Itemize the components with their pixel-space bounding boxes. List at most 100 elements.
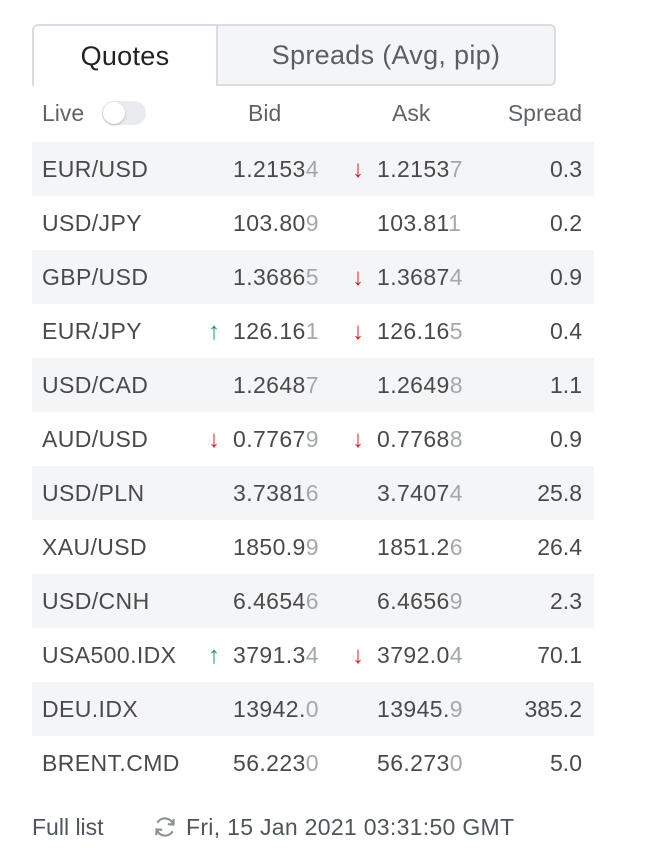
arrow-down-icon: ↓ (352, 264, 365, 291)
spread-cell: 0.9 (550, 264, 582, 290)
arrow-down-icon: ↓ (352, 426, 365, 453)
ask-cell[interactable]: 126.165 (377, 318, 463, 345)
table-row[interactable]: USD/PLN 3.73816 3.74074 25.8 (32, 466, 594, 520)
ask-price-last-digit: 4 (449, 642, 463, 668)
spread-cell: 25.8 (537, 480, 582, 506)
ask-column-header: Ask (392, 100, 431, 126)
table-row[interactable]: DEU.IDX 13942.0 13945.9 385.2 (32, 682, 594, 736)
ask-price-last-digit: 5 (449, 318, 463, 344)
bid-cell[interactable]: 56.2230 (233, 750, 319, 777)
ask-cell[interactable]: 56.2730 (377, 750, 463, 777)
bid-cell[interactable]: 1.36865 (233, 264, 319, 291)
bid-cell[interactable]: 13942.0 (233, 696, 319, 723)
table-row[interactable]: USA500.IDX ↑ 3791.34 ↓ 3792.04 70.1 (32, 628, 594, 682)
live-label: Live (42, 100, 85, 126)
spread-cell: 1.1 (550, 372, 582, 398)
ask-cell[interactable]: 0.77688 (377, 426, 463, 453)
ask-price-last-digit: 9 (449, 588, 463, 614)
table-row[interactable]: EUR/USD 1.21534 ↓ 1.21537 0.3 (32, 142, 594, 196)
bid-price-last-digit: 9 (305, 426, 319, 452)
ask-cell[interactable]: 1.36874 (377, 264, 463, 291)
spread-cell: 70.1 (537, 642, 582, 668)
table-row[interactable]: AUD/USD ↓ 0.77679 ↓ 0.77688 0.9 (32, 412, 594, 466)
live-toggle[interactable] (102, 101, 146, 125)
spread-cell: 2.3 (550, 588, 582, 614)
bid-price-main: 56.223 (233, 750, 306, 776)
bid-price-last-digit: 5 (305, 264, 319, 290)
ask-cell[interactable]: 3792.04 (377, 642, 463, 669)
ask-cell[interactable]: 1.21537 (377, 156, 463, 183)
ask-cell[interactable]: 1851.26 (377, 534, 463, 561)
ask-cell[interactable]: 103.811 (377, 210, 461, 237)
refresh-icon[interactable] (152, 814, 178, 840)
bid-price-last-digit: 6 (305, 480, 319, 506)
bid-cell[interactable]: 6.46546 (233, 588, 319, 615)
ask-price-last-digit: 4 (449, 264, 463, 290)
table-row[interactable]: GBP/USD 1.36865 ↓ 1.36874 0.9 (32, 250, 594, 304)
table-row[interactable]: USD/JPY 103.809 103.811 0.2 (32, 196, 594, 250)
symbol-cell: BRENT.CMD (42, 750, 180, 776)
arrow-up-icon: ↑ (208, 642, 221, 669)
footer: Full list Fri, 15 Jan 2021 03:31:50 GMT (32, 810, 592, 846)
symbol-cell: AUD/USD (42, 426, 149, 452)
bid-price-main: 3.7381 (233, 480, 306, 506)
ask-price-main: 1.3687 (377, 264, 450, 290)
bid-price-main: 1.3686 (233, 264, 306, 290)
bid-price-main: 0.7767 (233, 426, 306, 452)
live-toggle-knob (103, 102, 125, 124)
bid-price-last-digit: 6 (305, 588, 319, 614)
table-row[interactable]: BRENT.CMD 56.2230 56.2730 5.0 (32, 736, 594, 790)
ask-cell[interactable]: 1.26498 (377, 372, 463, 399)
tab-quotes[interactable]: Quotes (32, 24, 218, 86)
bid-cell[interactable]: 0.77679 (233, 426, 319, 453)
ask-price-last-digit: 0 (449, 750, 463, 776)
table-row[interactable]: USD/CAD 1.26487 1.26498 1.1 (32, 358, 594, 412)
ask-price-main: 6.4656 (377, 588, 450, 614)
spread-cell: 0.3 (550, 156, 582, 182)
bid-cell[interactable]: 1.21534 (233, 156, 319, 183)
bid-cell[interactable]: 1.26487 (233, 372, 319, 399)
bid-price-main: 1.2648 (233, 372, 306, 398)
bid-price-last-digit: 9 (305, 210, 319, 236)
bid-cell[interactable]: 126.161 (233, 318, 319, 345)
ask-price-last-digit: 4 (449, 480, 463, 506)
bid-price-main: 13942. (233, 696, 306, 722)
ask-price-main: 1.2649 (377, 372, 450, 398)
ask-price-main: 0.7768 (377, 426, 450, 452)
symbol-cell: USD/CAD (42, 372, 149, 398)
bid-cell[interactable]: 3791.34 (233, 642, 319, 669)
ask-price-last-digit: 8 (449, 372, 463, 398)
arrow-down-icon: ↓ (352, 318, 365, 345)
bid-cell[interactable]: 3.73816 (233, 480, 319, 507)
bid-price-last-digit: 4 (305, 156, 319, 182)
spread-cell: 385.2 (524, 696, 582, 722)
spread-cell: 0.2 (550, 210, 582, 236)
symbol-cell: USA500.IDX (42, 642, 177, 668)
bid-price-main: 1850.9 (233, 534, 306, 560)
quotes-table: EUR/USD 1.21534 ↓ 1.21537 0.3 USD/JPY 103.809 1… (32, 142, 594, 790)
tab-spreads[interactable]: Spreads (Avg, pip) (218, 24, 556, 86)
table-row[interactable]: XAU/USD 1850.99 1851.26 26.4 (32, 520, 594, 574)
bid-price-main: 1.2153 (233, 156, 306, 182)
spread-cell: 0.4 (550, 318, 582, 344)
spread-column-header: Spread (507, 100, 582, 126)
table-row[interactable]: EUR/JPY ↑ 126.161 ↓ 126.165 0.4 (32, 304, 594, 358)
ask-cell[interactable]: 6.46569 (377, 588, 463, 615)
bid-price-last-digit: 0 (305, 696, 319, 722)
bid-cell[interactable]: 1850.99 (233, 534, 319, 561)
ask-cell[interactable]: 3.74074 (377, 480, 463, 507)
ask-price-main: 126.16 (377, 318, 450, 344)
ask-price-main: 13945. (377, 696, 450, 722)
bid-price-last-digit: 4 (305, 642, 319, 668)
bid-price-main: 126.16 (233, 318, 306, 344)
table-row[interactable]: USD/CNH 6.46546 6.46569 2.3 (32, 574, 594, 628)
ask-cell[interactable]: 13945.9 (377, 696, 463, 723)
tab-bar: Quotes Spreads (Avg, pip) (32, 24, 556, 86)
bid-price-main: 6.4654 (233, 588, 306, 614)
symbol-cell: GBP/USD (42, 264, 149, 290)
spread-cell: 5.0 (550, 750, 582, 776)
full-list-link[interactable]: Full list (32, 814, 104, 840)
symbol-cell: EUR/USD (42, 156, 149, 182)
symbol-cell: USD/JPY (42, 210, 142, 236)
bid-cell[interactable]: 103.809 (233, 210, 319, 237)
